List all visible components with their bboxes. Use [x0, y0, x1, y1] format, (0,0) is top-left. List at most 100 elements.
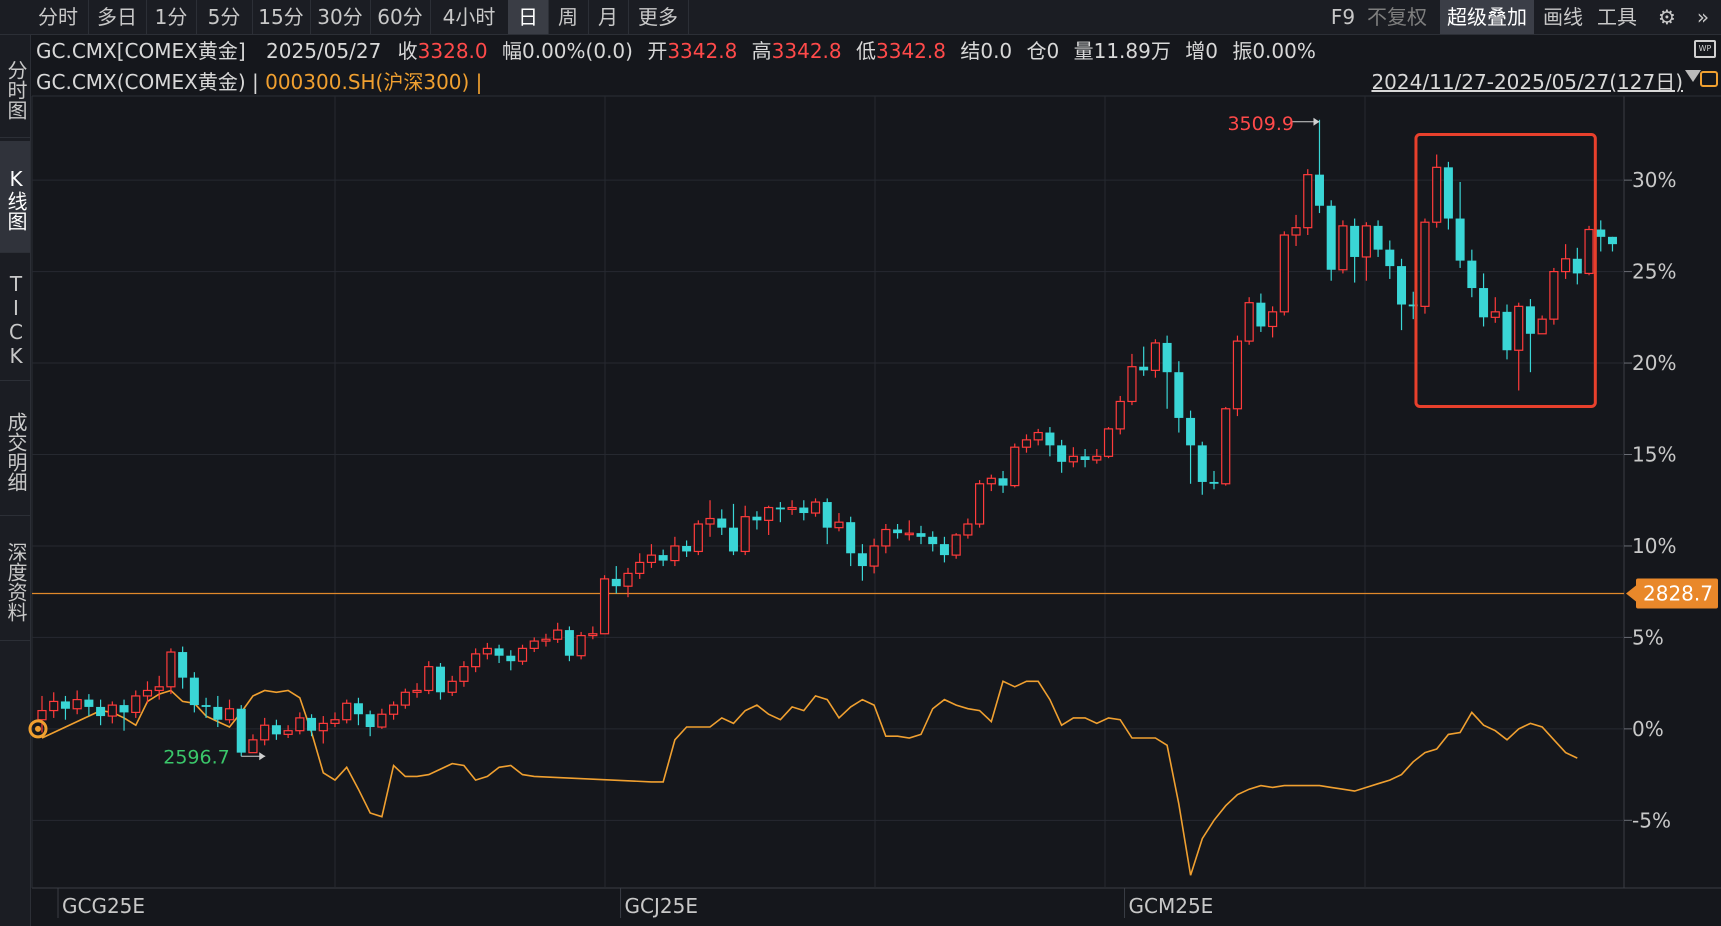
range-dropdown-icon[interactable] — [1685, 70, 1701, 82]
candle — [189, 672, 199, 713]
period-tab-5[interactable]: 30分 — [310, 0, 371, 34]
change-value: 0.00%(0.0) — [522, 39, 633, 63]
main-series-name[interactable]: GC.CMX(COMEX黄金) — [36, 70, 246, 94]
candle-body — [939, 544, 949, 556]
candle — [307, 714, 317, 737]
candle — [1197, 441, 1207, 495]
y-tick-label: 5% — [1632, 625, 1664, 649]
candle — [142, 681, 153, 704]
candle — [564, 626, 574, 662]
candle-body — [1326, 205, 1336, 270]
volume-value: 11.89万 — [1093, 39, 1171, 63]
candle — [1068, 447, 1078, 468]
period-tab-6[interactable]: 60分 — [370, 0, 431, 34]
max-price-label: 3509.9 — [1227, 113, 1293, 135]
draw-line-button[interactable]: 画线 — [1543, 5, 1583, 29]
candle — [131, 690, 141, 718]
period-tab-4[interactable]: 15分 — [252, 0, 311, 34]
period-tab-0[interactable]: 分时 — [28, 0, 89, 34]
period-tab-8[interactable]: 日 — [508, 0, 549, 34]
candle-body — [1350, 225, 1360, 257]
date-range-selector[interactable]: 2024/11/27-2025/05/27(127日) — [1371, 66, 1683, 95]
overlay-series — [41, 680, 1578, 876]
candle — [1092, 449, 1102, 464]
wp-icon[interactable]: WP — [1694, 40, 1716, 58]
candle — [787, 500, 797, 515]
candle-body — [846, 522, 856, 554]
candle-body — [471, 653, 481, 668]
lock-icon[interactable] — [1700, 71, 1718, 87]
side-tab-2[interactable]: TICK — [0, 256, 30, 381]
candle-body — [1490, 311, 1500, 318]
candle-body — [752, 516, 762, 521]
candle — [916, 525, 926, 545]
candle-body — [506, 655, 516, 662]
candle-body — [635, 561, 645, 574]
candle — [1033, 428, 1043, 446]
candle — [213, 695, 223, 728]
candle — [506, 650, 516, 671]
period-toolbar: 分时 多日 1分 5分 15分 30分 60分 4小时日周月更多 F9 不复权 超级叠加 画线 工具 ⚙» — [0, 0, 1721, 35]
candle-body — [295, 717, 305, 732]
side-tab-0[interactable]: 分时图 — [0, 39, 30, 138]
side-tab-3[interactable]: 成交明细 — [0, 384, 30, 516]
candle — [635, 553, 645, 579]
period-tab-3[interactable]: 5分 — [196, 0, 253, 34]
low-value: 3342.8 — [876, 39, 946, 63]
candle-body — [705, 517, 715, 525]
candle-body — [84, 699, 94, 707]
tools-button[interactable]: 工具 — [1597, 5, 1637, 29]
candle — [471, 648, 481, 673]
candle — [1549, 267, 1559, 325]
candle — [1432, 154, 1442, 228]
csi300-overlay-line — [41, 680, 1578, 876]
candle — [1103, 427, 1114, 459]
candle — [1080, 449, 1090, 468]
period-tab-11[interactable]: 更多 — [628, 0, 689, 34]
candle — [623, 567, 633, 598]
candle — [107, 701, 117, 724]
candle — [342, 699, 352, 724]
candle — [72, 690, 82, 715]
candle — [1150, 339, 1161, 378]
f9-button[interactable]: F9 — [1330, 5, 1356, 29]
candle — [295, 712, 305, 735]
candle-body — [693, 523, 703, 553]
candle-body — [1397, 266, 1407, 305]
candle-body — [1174, 372, 1184, 418]
compare-series-name[interactable]: 000300.SH(沪深300) — [265, 70, 470, 94]
candle-body — [1221, 408, 1231, 485]
candle-body — [400, 691, 410, 706]
candle-body — [189, 677, 199, 706]
side-tab-4[interactable]: 深度资料 — [0, 519, 30, 641]
candle-body — [365, 714, 375, 728]
candle — [588, 626, 598, 640]
candle — [1244, 297, 1254, 345]
fuquan-button[interactable]: 不复权 — [1367, 5, 1427, 29]
candle — [893, 524, 903, 539]
candle — [1314, 119, 1324, 214]
candle-body — [342, 702, 352, 721]
candle-body — [1021, 439, 1032, 448]
candle — [764, 505, 774, 535]
more-chevron-icon[interactable]: » — [1696, 5, 1710, 29]
period-tab-1[interactable]: 多日 — [88, 0, 147, 34]
super-overlay-button[interactable]: 超级叠加 — [1440, 0, 1534, 34]
candle — [283, 725, 293, 739]
period-tab-9[interactable]: 周 — [548, 0, 589, 34]
candle — [400, 688, 410, 709]
period-tab-10[interactable]: 月 — [588, 0, 629, 34]
candle — [517, 644, 528, 665]
high-value: 3342.8 — [771, 39, 842, 63]
candle-body — [1385, 249, 1395, 267]
candle — [236, 705, 246, 757]
candle-body — [1080, 456, 1090, 460]
settings-gear-icon[interactable]: ⚙ — [1658, 5, 1676, 29]
candle-body — [330, 719, 340, 724]
candle-body — [1338, 225, 1348, 271]
period-tab-2[interactable]: 1分 — [146, 0, 197, 34]
candle-body — [974, 483, 985, 525]
side-tab-1[interactable]: K线图 — [0, 141, 30, 253]
candle — [1420, 218, 1430, 314]
